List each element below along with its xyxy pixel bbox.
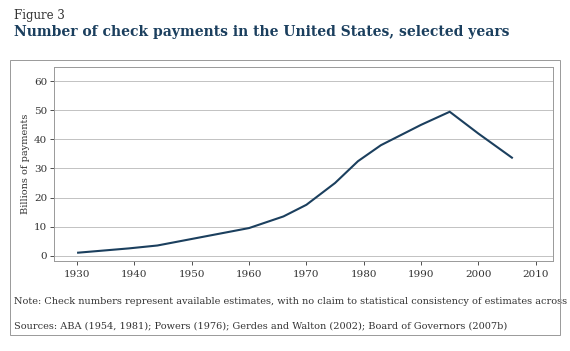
Text: Note: Check numbers represent available estimates, with no claim to statistical : Note: Check numbers represent available … [14,297,570,306]
Text: Sources: ABA (1954, 1981); Powers (1976); Gerdes and Walton (2002); Board of Gov: Sources: ABA (1954, 1981); Powers (1976)… [14,321,507,330]
Text: Figure 3: Figure 3 [14,9,65,22]
Text: Number of check payments in the United States, selected years: Number of check payments in the United S… [14,25,510,39]
Y-axis label: Billions of payments: Billions of payments [21,114,30,214]
